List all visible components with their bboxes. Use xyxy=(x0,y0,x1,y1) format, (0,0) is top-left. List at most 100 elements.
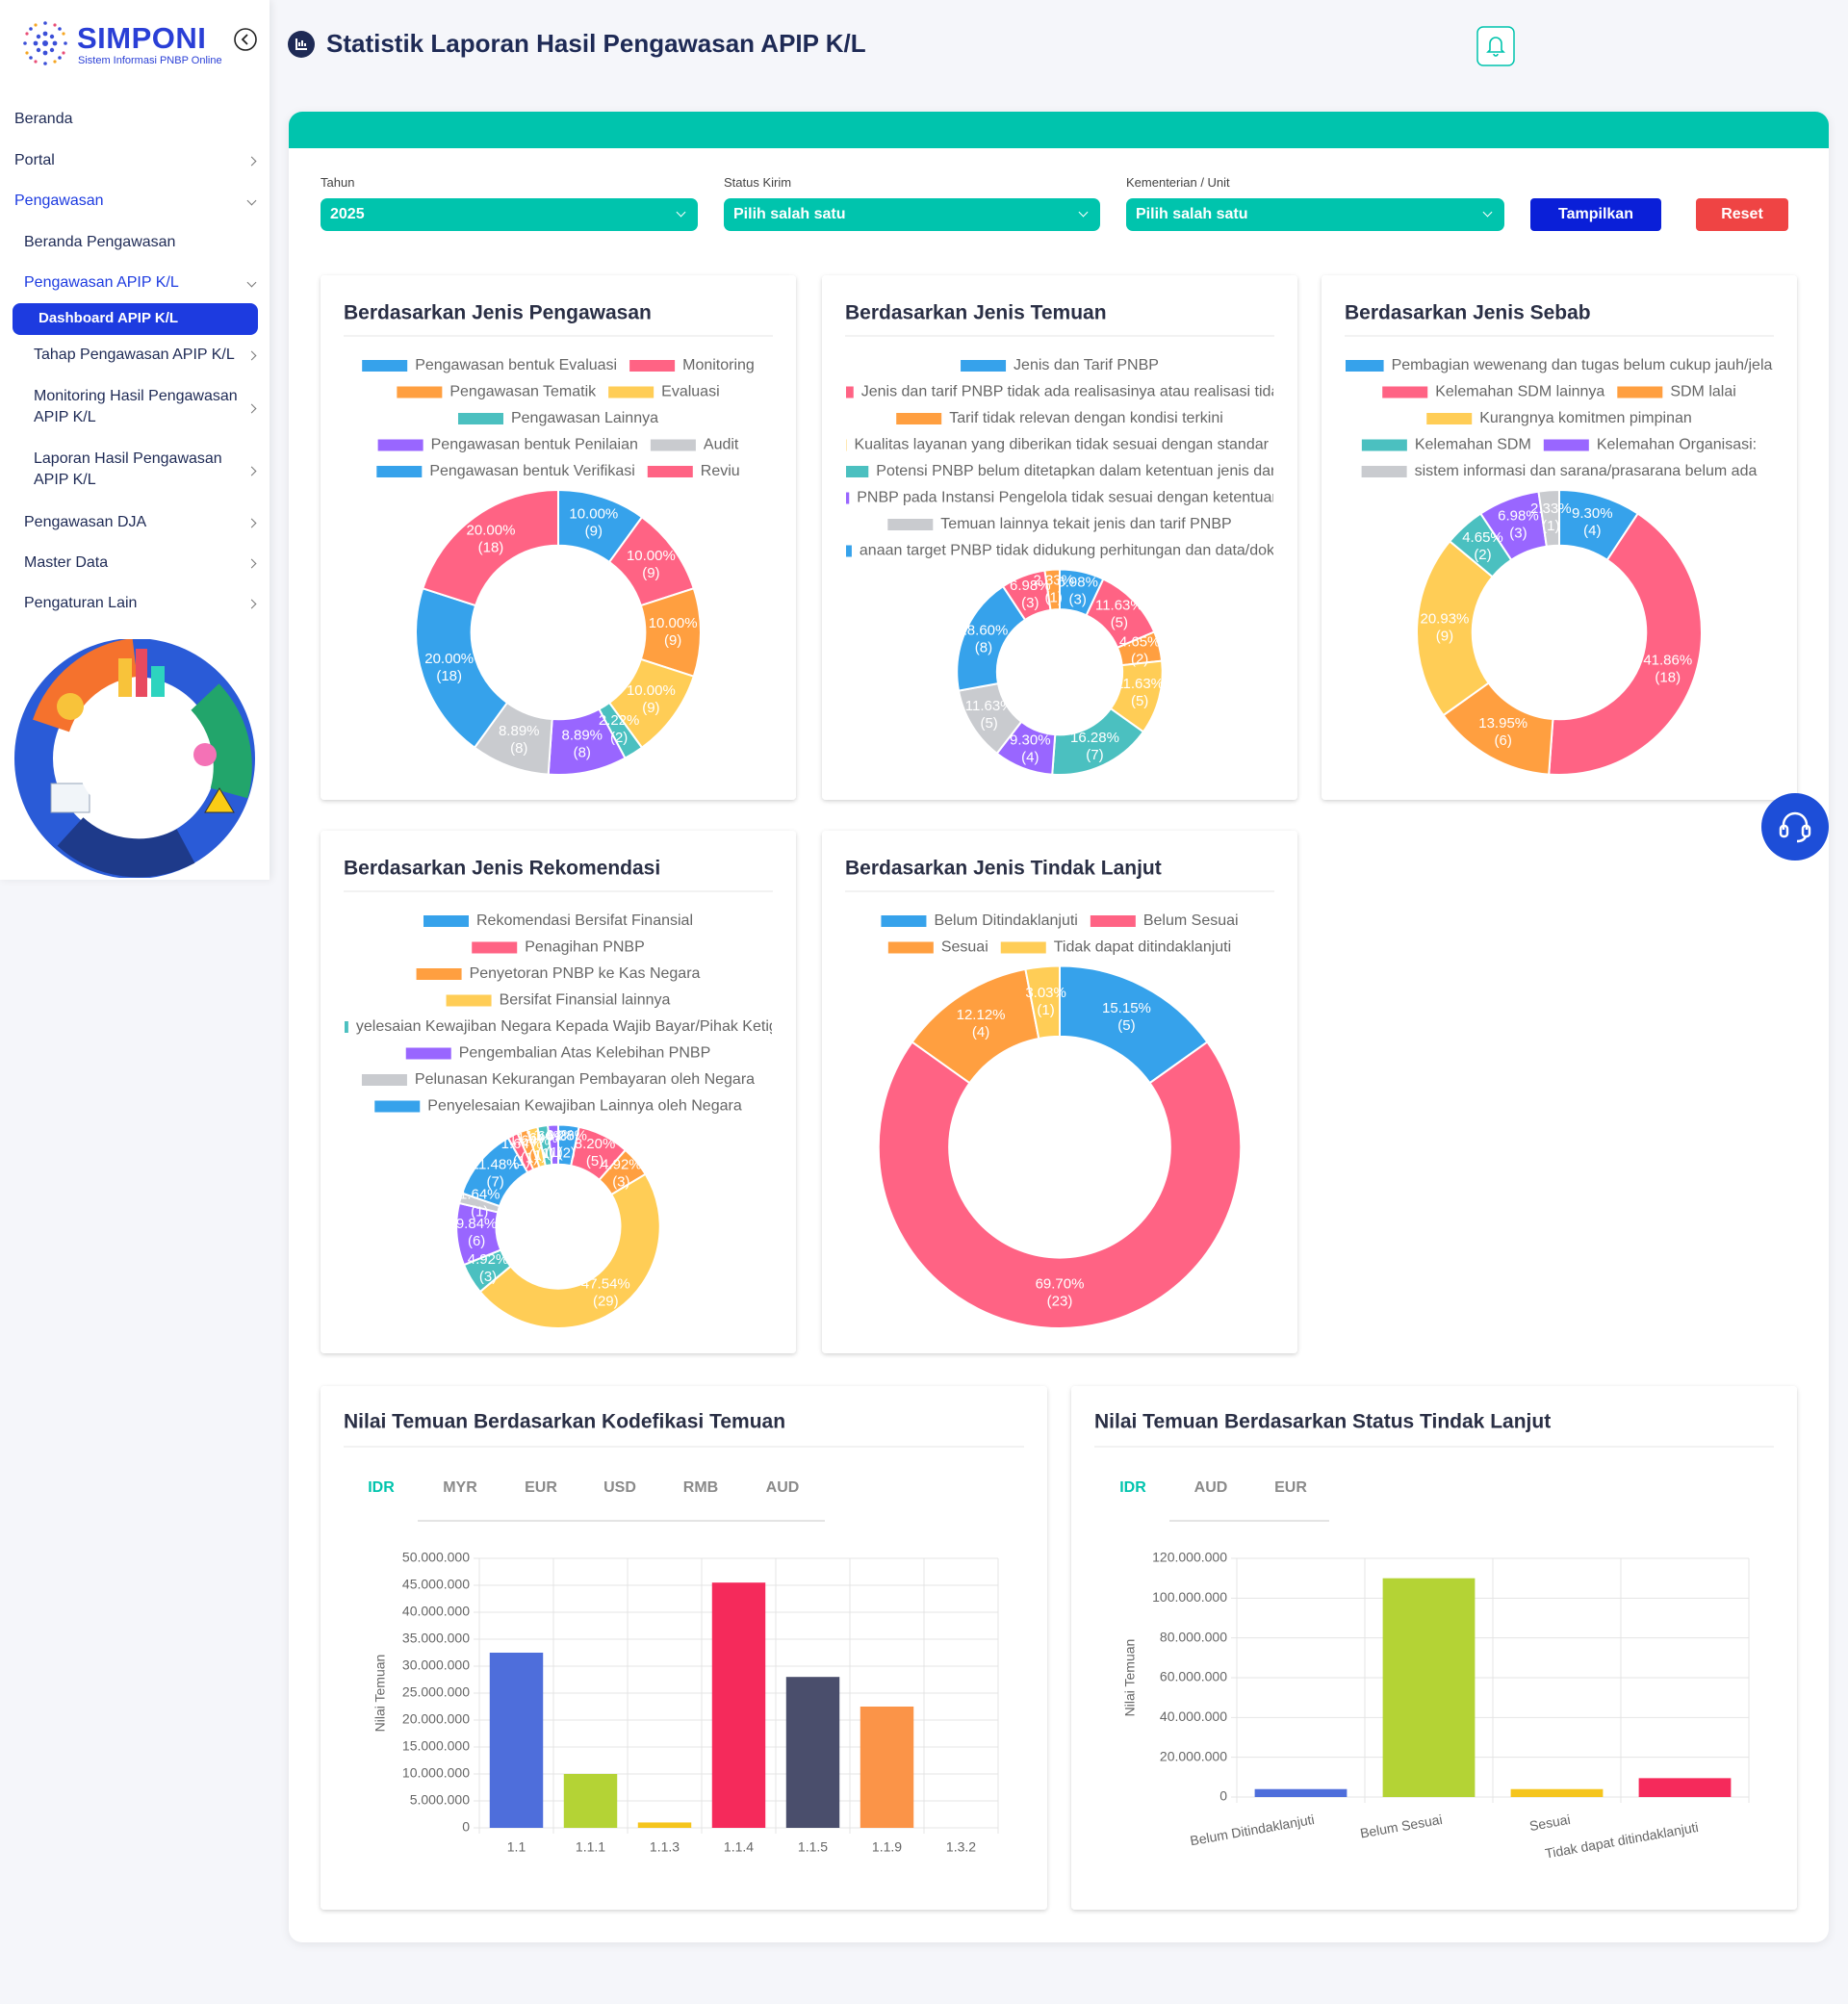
slice-percent-label: 69.70% xyxy=(1036,1275,1085,1292)
donut-slice xyxy=(877,1041,1243,1329)
brand-tagline: Sistem Informasi PNBP Online xyxy=(78,55,222,66)
slice-value-label: (3) xyxy=(1021,595,1039,611)
currency-tab[interactable]: EUR xyxy=(525,1479,557,1496)
page-icon xyxy=(288,31,315,58)
filter-select[interactable]: Pilih salah satu xyxy=(1126,198,1504,231)
slice-percent-label: 47.54% xyxy=(581,1276,630,1293)
legend: Pengawasan bentuk Evaluasi Monitoring Peng… xyxy=(362,357,755,479)
slice-value-label: (8) xyxy=(510,740,527,757)
legend-swatch xyxy=(881,915,927,927)
notification-button[interactable] xyxy=(1476,26,1515,66)
legend: Rekomendasi Bersifat Finansial Penagihan … xyxy=(345,912,772,1115)
donut-slice xyxy=(1548,512,1703,777)
legend-label: Kelemahan Organisasi: xyxy=(1597,437,1757,453)
slice-value-label: (9) xyxy=(642,565,659,581)
slice-percent-label: 9.30% xyxy=(1572,505,1613,522)
slice-value-label: (8) xyxy=(574,745,591,761)
y-tick-label: 35.000.000 xyxy=(402,1631,470,1646)
slice-percent-label: 8.89% xyxy=(561,728,603,744)
slice-percent-label: 6.98% xyxy=(1010,578,1051,594)
y-tick-label: 25.000.000 xyxy=(402,1684,470,1700)
legend-swatch xyxy=(1617,386,1663,398)
legend-swatch xyxy=(961,360,1007,372)
y-tick-label: 10.000.000 xyxy=(402,1765,470,1781)
legend-swatch xyxy=(846,439,847,451)
brand-logo xyxy=(23,21,67,65)
menu-item[interactable]: Pengawasan DJA xyxy=(24,514,147,530)
legend-swatch xyxy=(362,360,408,372)
y-tick-label: 100.000.000 xyxy=(1152,1589,1227,1605)
legend-swatch xyxy=(896,413,942,424)
chart-card xyxy=(321,1386,1047,1910)
slice-percent-label: 4.92% xyxy=(601,1157,642,1173)
legend-swatch xyxy=(377,439,424,451)
currency-tab[interactable]: EUR xyxy=(1274,1479,1307,1496)
chevron xyxy=(246,156,257,167)
slice-value-label: (9) xyxy=(642,700,659,716)
slice-value-label: (3) xyxy=(1509,526,1527,542)
menu-item[interactable]: Laporan Hasil Pengawasan APIP K/L xyxy=(34,450,222,488)
slice-value-label: (2) xyxy=(1131,651,1148,667)
legend-label: Jenis dan Tarif PNBP xyxy=(1014,357,1159,373)
filter-select[interactable]: 2025 xyxy=(321,198,698,231)
legend-swatch xyxy=(846,386,854,398)
currency-tab[interactable]: USD xyxy=(603,1479,636,1496)
filter-select[interactable]: Pilih salah satu xyxy=(724,198,1100,231)
slice-value-label: (4) xyxy=(1583,523,1601,539)
legend-label: Audit xyxy=(704,437,739,453)
y-tick-label: 20.000.000 xyxy=(402,1711,470,1727)
currency-tab[interactable]: AUD xyxy=(766,1479,800,1496)
slice-value-label: (7) xyxy=(486,1174,503,1191)
y-axis-title: Nilai Temuan xyxy=(372,1655,388,1733)
slice-percent-label: 4.92% xyxy=(468,1251,509,1268)
slice-percent-label: 9.30% xyxy=(1010,732,1051,748)
chart-title: Berdasarkan Jenis Rekomendasi xyxy=(344,858,660,880)
reset-button[interactable]: Reset xyxy=(1696,198,1788,231)
slice-percent-label: 6.98% xyxy=(1057,574,1098,590)
menu-item[interactable]: Beranda xyxy=(14,111,73,127)
slice-value-label: (18) xyxy=(1655,669,1681,685)
menu-item[interactable]: Master Data xyxy=(24,554,109,571)
legend-label: anaan target PNBP tidak didukung perhitu… xyxy=(860,543,1313,559)
legend-swatch xyxy=(846,492,850,504)
legend: Belum Ditindaklanjuti Belum Sesuai Sesuai T… xyxy=(881,912,1239,956)
x-tick-label: 1.1 xyxy=(507,1839,526,1855)
menu-item[interactable]: Pengaturan Lain xyxy=(24,595,138,611)
currency-tab[interactable]: MYR xyxy=(443,1479,477,1496)
collapse-button[interactable] xyxy=(233,27,258,52)
slice-percent-label: 4.65% xyxy=(1119,633,1161,650)
chart-title: Berdasarkan Jenis Sebab xyxy=(1345,302,1591,324)
legend-label: sistem informasi dan sarana/prasarana be… xyxy=(1415,463,1758,479)
slice-value-label: (1) xyxy=(513,1153,530,1169)
menu-item[interactable]: Pengawasan xyxy=(14,193,104,209)
chevron xyxy=(246,518,257,528)
x-tick-label: 1.1.4 xyxy=(724,1839,754,1855)
help-button[interactable] xyxy=(1761,793,1829,861)
submit-button[interactable]: Tampilkan xyxy=(1530,198,1661,231)
y-tick-label: 15.000.000 xyxy=(402,1738,470,1754)
legend-label: Pengawasan Tematik xyxy=(449,384,597,400)
legend-label: Tarif tidak relevan dengan kondisi terki… xyxy=(949,410,1223,426)
x-tick-label: 1.1.1 xyxy=(576,1839,605,1855)
currency-tab[interactable]: IDR xyxy=(1119,1479,1146,1496)
slice-percent-label: 15.15% xyxy=(1102,1000,1151,1016)
legend-swatch xyxy=(629,360,676,372)
menu-item[interactable]: Monitoring Hasil Pengawasan APIP K/L xyxy=(34,388,238,425)
legend-label: Potensi PNBP belum ditetapkan dalam kete… xyxy=(876,463,1296,479)
slice-value-label: (2) xyxy=(558,1145,576,1162)
legend-swatch xyxy=(1382,386,1428,398)
menu-item[interactable]: Beranda Pengawasan xyxy=(24,234,176,250)
currency-tab[interactable]: IDR xyxy=(368,1479,395,1496)
active-menu[interactable]: Dashboard APIP K/L xyxy=(13,303,258,335)
menu-item[interactable]: Pengawasan APIP K/L xyxy=(24,274,179,291)
menu-item[interactable]: Portal xyxy=(14,152,55,168)
currency-tab[interactable]: AUD xyxy=(1194,1479,1228,1496)
legend-swatch xyxy=(1090,915,1136,927)
legend-swatch xyxy=(1361,466,1407,477)
slice-value-label: (18) xyxy=(478,540,504,556)
bar xyxy=(563,1774,618,1828)
slice-percent-label: 6.98% xyxy=(1498,508,1539,525)
menu-item[interactable]: Tahap Pengawasan APIP K/L xyxy=(34,347,235,363)
currency-tab[interactable]: RMB xyxy=(683,1479,718,1496)
